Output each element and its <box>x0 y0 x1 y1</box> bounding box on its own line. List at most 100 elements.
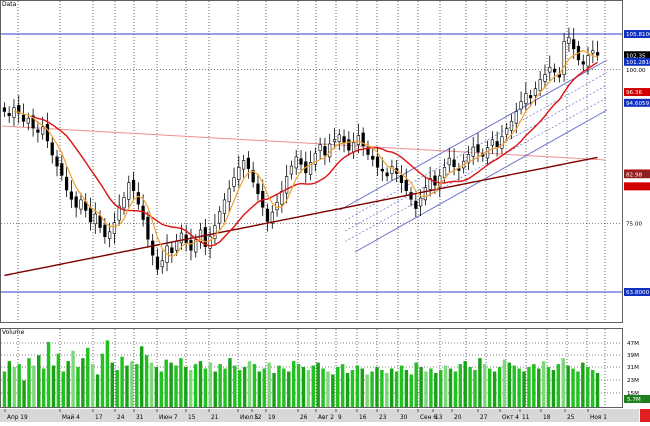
candle-body <box>151 240 155 256</box>
volume-bar <box>110 362 115 407</box>
price-label: 96.36 <box>626 90 642 96</box>
candle-body <box>160 260 164 268</box>
volume-bar <box>375 367 379 407</box>
candle-body <box>385 172 389 177</box>
candle-body <box>12 107 16 118</box>
time-label: 16 <box>359 415 367 421</box>
candle-body <box>471 146 475 157</box>
volume-bar <box>213 371 217 407</box>
volume-bar <box>144 355 149 407</box>
volume-bar <box>90 364 95 407</box>
candle-body <box>41 126 45 135</box>
candle-body <box>375 156 380 168</box>
candle-body <box>60 163 64 176</box>
volume-bar <box>277 365 281 407</box>
volume-bar <box>399 365 404 407</box>
volume-bar <box>507 362 512 407</box>
time-label: 15 <box>188 415 196 421</box>
volume-bar <box>336 367 340 407</box>
volume-bar <box>267 362 271 407</box>
volume-bar <box>218 364 222 407</box>
candle-body <box>342 136 346 143</box>
candle-body <box>127 182 131 200</box>
candle-body <box>170 247 174 253</box>
candle-body <box>299 158 303 165</box>
volume-last-tag: 5.7M <box>627 397 641 403</box>
volume-bar <box>434 372 438 407</box>
volume-bar <box>424 371 428 407</box>
time-label: 12 <box>254 415 262 421</box>
candle-body <box>285 176 289 194</box>
volume-bar <box>492 371 497 407</box>
volume-axis-bg <box>623 329 650 408</box>
price-tag-bg <box>624 98 650 107</box>
volume-panel-border <box>0 328 623 408</box>
time-label: 31 <box>136 415 144 421</box>
candle-body <box>2 107 7 112</box>
volume-bar <box>135 364 139 407</box>
price-label: 63.8000 <box>626 290 650 296</box>
volume-bar <box>438 370 443 407</box>
volume-title: Volume <box>2 329 25 336</box>
volume-bar <box>497 367 502 407</box>
candle-body <box>45 124 50 142</box>
time-label: 26 <box>300 415 308 421</box>
volume-bar <box>188 370 193 407</box>
horizontal-lines <box>1 33 622 293</box>
volume-bar <box>242 367 247 407</box>
volume-bar <box>512 365 516 407</box>
volume-bar <box>164 359 168 407</box>
volume-bar <box>586 367 590 407</box>
price-tag-bg <box>624 88 650 97</box>
candle-body <box>55 156 59 167</box>
volume-bar <box>365 374 369 407</box>
candle-body <box>155 256 160 270</box>
candle-body <box>466 154 471 164</box>
candle-body <box>232 177 236 187</box>
candle-body <box>538 79 542 91</box>
candle-body <box>447 157 451 166</box>
candle-body <box>361 132 365 147</box>
time-label: Июл 5 <box>240 415 259 421</box>
volume-bar <box>541 361 546 407</box>
candle-body <box>270 211 274 224</box>
time-label: 25 <box>567 415 575 421</box>
candle-body <box>7 112 11 117</box>
scroll-right-button[interactable] <box>640 409 650 422</box>
ma-fast-line <box>13 49 598 258</box>
volume-bar <box>404 370 409 407</box>
candle-body <box>509 120 514 131</box>
volume-bar <box>76 367 80 407</box>
time-label: 23 <box>379 415 387 421</box>
candle-body <box>294 156 298 169</box>
volume-bar <box>149 362 154 407</box>
volume-bar <box>115 370 119 407</box>
volume-bar <box>130 361 134 407</box>
volume-bar <box>159 371 164 407</box>
candle-body <box>218 211 222 224</box>
volume-bar <box>527 367 531 407</box>
volume-bar <box>561 358 565 407</box>
volume-bar <box>208 362 213 407</box>
candle-body <box>36 129 40 133</box>
volume-bar <box>193 364 198 407</box>
candle-body <box>414 200 418 209</box>
volume-bar <box>71 350 75 407</box>
volume-bar <box>394 371 399 407</box>
candle-body <box>194 239 198 253</box>
candle-body <box>318 144 322 152</box>
candle-body <box>548 66 552 73</box>
candle-body <box>112 222 117 234</box>
price-panel-border <box>0 0 623 323</box>
time-label: Окт 4 <box>502 415 519 421</box>
time-axis: Апр 19 Май 4 17 24 31 Июн 7 15 21 Июл 512 19 26 Авг… <box>0 409 623 422</box>
time-label: 11 <box>522 415 530 421</box>
price-tag-bg <box>624 51 650 60</box>
candle-body <box>17 105 21 114</box>
candle-body <box>88 207 93 223</box>
volume-bar <box>223 368 227 407</box>
volume-bar <box>252 364 257 407</box>
candle-body <box>189 240 193 251</box>
